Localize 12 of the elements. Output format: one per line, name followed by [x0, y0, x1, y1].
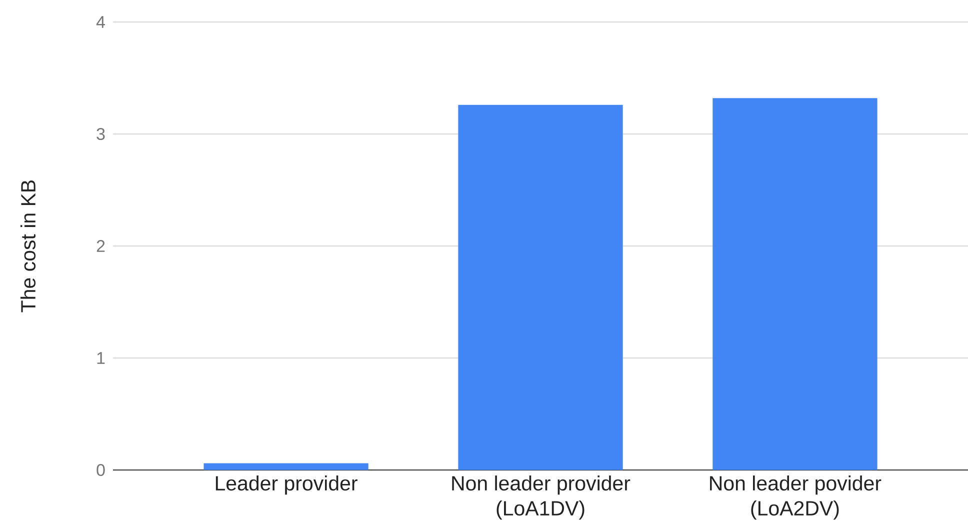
y-tick-label: 4 [96, 16, 105, 28]
y-tick-label: 0 [96, 464, 105, 476]
y-tick-label: 1 [97, 352, 105, 364]
bar [712, 98, 878, 470]
y-tick-label: 2 [96, 240, 105, 252]
x-tick-label: Leader provider [216, 476, 358, 495]
y-axis-title: The cost in KB [20, 180, 36, 312]
y-tick-label: 3 [96, 128, 105, 140]
bar [204, 463, 368, 470]
x-tick-label: Non leader provider (LoA1DV) [452, 476, 630, 520]
x-tick-label: Non leader povider (LoA2DV) [710, 476, 882, 520]
bar [458, 104, 623, 470]
